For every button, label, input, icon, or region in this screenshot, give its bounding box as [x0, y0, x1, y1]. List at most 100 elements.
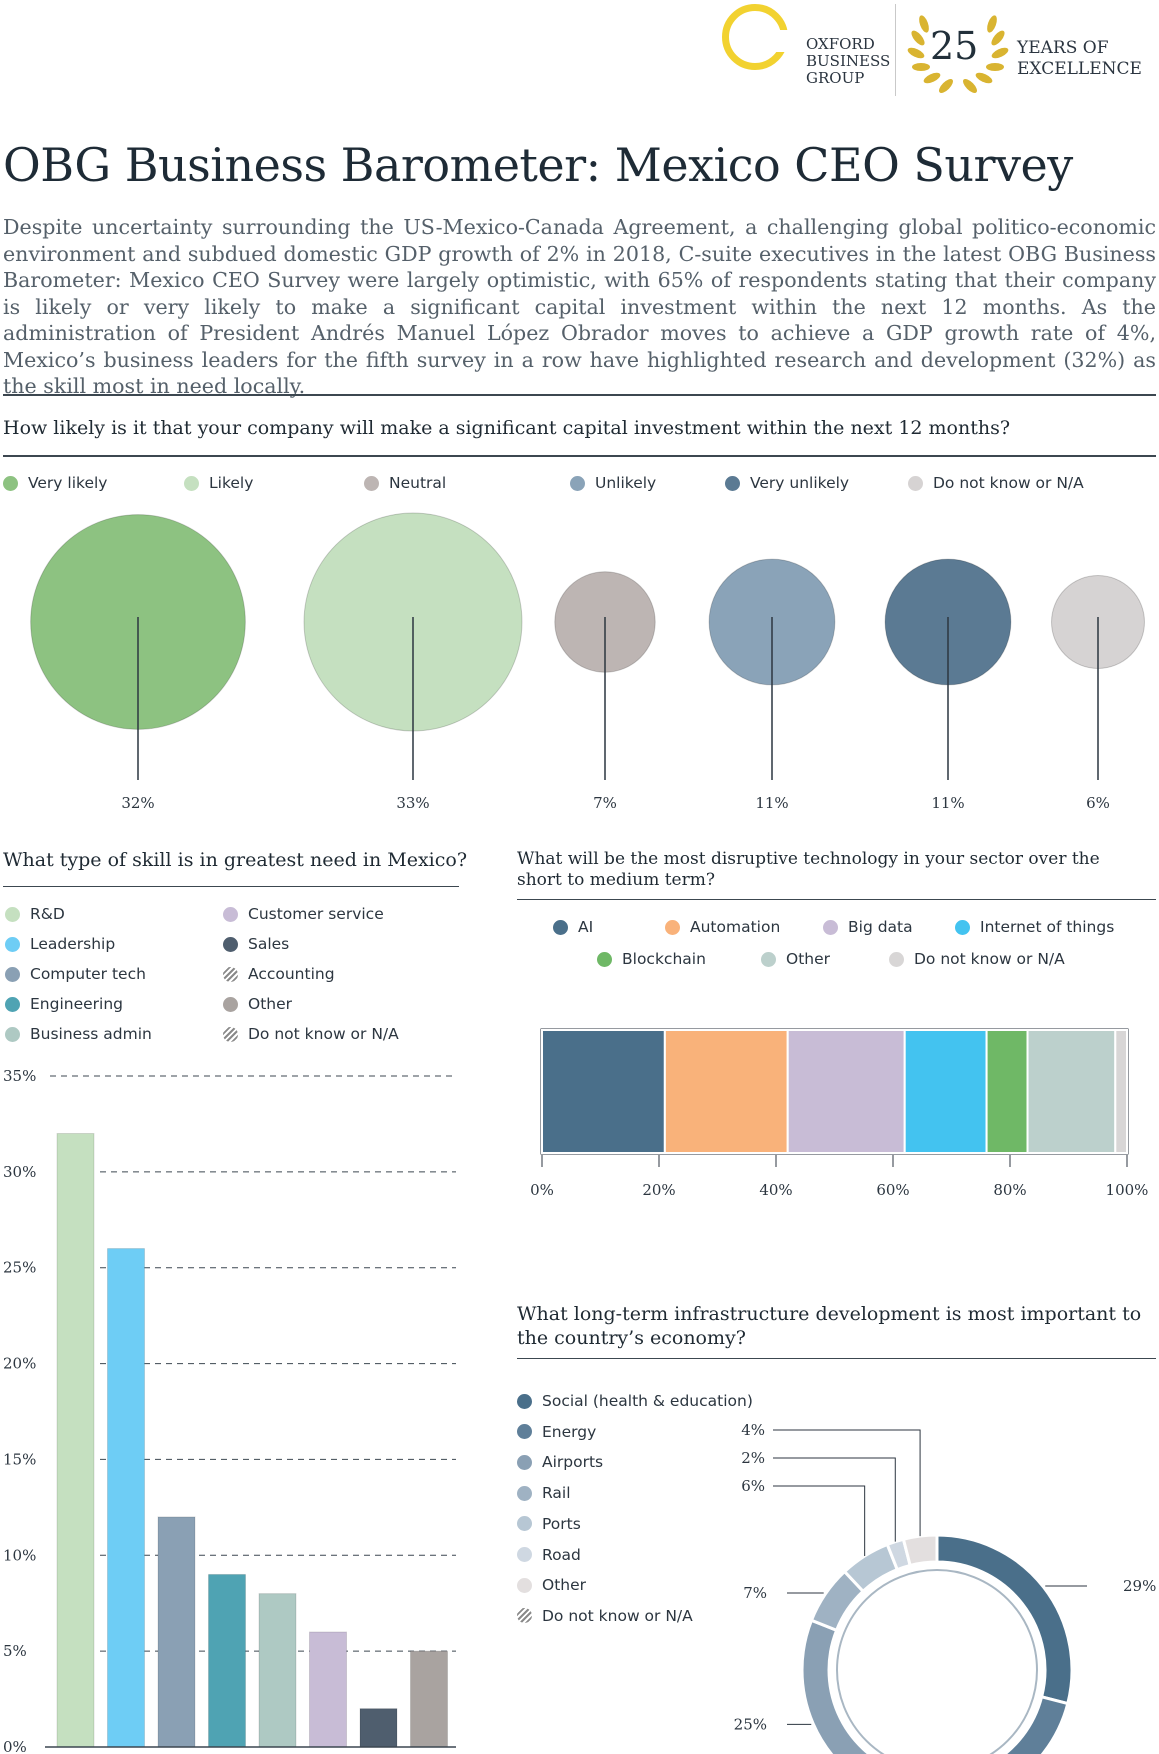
- logo-divider: [895, 4, 896, 96]
- brand-name: OXFORD BUSINESS GROUP: [806, 36, 890, 87]
- legend-label: Very unlikely: [750, 474, 850, 492]
- legend-label: Computer tech: [30, 965, 146, 983]
- chart3-legend-item: AI: [553, 918, 593, 936]
- legend-label: Neutral: [389, 474, 447, 492]
- donut-value-label: 29%: [1123, 1577, 1156, 1595]
- x-tick-label: 80%: [993, 1181, 1026, 1199]
- legend-swatch: [517, 1547, 532, 1562]
- legend-swatch: [517, 1608, 532, 1624]
- y-tick-label: 35%: [3, 1067, 36, 1085]
- chart4-donut-chart: 29%27%25%7%6%2%4%: [734, 1421, 1156, 1754]
- legend-label: Other: [786, 950, 831, 968]
- logo-ring-gap: [776, 30, 798, 52]
- legend-label: Accounting: [248, 965, 335, 983]
- donut-value-label: 25%: [734, 1715, 767, 1733]
- donut-value-label: 2%: [741, 1449, 765, 1467]
- legend-swatch: [553, 919, 568, 935]
- bubble-value-label: 6%: [1086, 794, 1110, 812]
- chart4-legend-item: Other: [517, 1576, 586, 1594]
- chart3-legend-item: Internet of things: [955, 918, 1114, 936]
- years-text: YEARS OF EXCELLENCE: [1017, 38, 1142, 80]
- donut-leader-line: [773, 1457, 896, 1542]
- chart1-legend-item: Do not know or N/A: [908, 474, 1084, 492]
- chart4-legend-item: Rail: [517, 1484, 571, 1502]
- chart4-legend-item: Ports: [517, 1515, 581, 1533]
- chart2-legend-item: Business admin: [5, 1025, 152, 1043]
- bar-engineering: [208, 1573, 246, 1748]
- chart3-question: What will be the most disruptive technol…: [517, 849, 1100, 890]
- bar-other: [410, 1650, 448, 1748]
- brand-line-2: BUSINESS: [806, 52, 891, 70]
- chart4-question: What long-term infrastructure developmen…: [517, 1303, 1142, 1349]
- chart1-rule: [3, 455, 1156, 457]
- legend-label: Other: [542, 1576, 587, 1595]
- donut-value-label: 6%: [741, 1477, 765, 1495]
- segment-blockchain: [985, 1029, 1029, 1154]
- legend-label: Sales: [248, 935, 290, 953]
- legend-label: Blockchain: [622, 950, 706, 968]
- y-tick-label: 15%: [3, 1450, 36, 1468]
- legend-swatch: [570, 475, 585, 491]
- legend-label: Do not know or N/A: [248, 1025, 399, 1043]
- legend-label: Other: [248, 995, 293, 1013]
- legend-label: Do not know or N/A: [542, 1606, 693, 1625]
- chart1-legend-item: Very unlikely: [725, 474, 849, 492]
- chart1-legend-item: Neutral: [364, 474, 446, 492]
- chart3-legend-item: Other: [761, 950, 830, 968]
- chart4-rule: [517, 1358, 1156, 1359]
- legend-label: Leadership: [30, 935, 116, 953]
- chart2-legend-item: Engineering: [5, 995, 123, 1013]
- years-number: 25: [930, 24, 979, 68]
- chart2-legend-item: R&D: [5, 905, 65, 923]
- chart3-legend: AI Automation Big data Internet of things Bl…: [517, 918, 1156, 978]
- donut-slice-1: [935, 1533, 1074, 1706]
- legend-swatch: [908, 475, 923, 491]
- chart1-question: How likely is it that your company will …: [3, 417, 1011, 439]
- legend-label: Likely: [209, 474, 254, 492]
- chart3-legend-item: Do not know or N/A: [889, 950, 1065, 968]
- chart2-legend-item: Leadership: [5, 935, 115, 953]
- chart3-rule: [517, 899, 1156, 900]
- chart4-legend-item: Airports: [517, 1453, 603, 1471]
- legend-label: Airports: [542, 1453, 604, 1472]
- legend-label: Big data: [848, 918, 913, 936]
- chart2-legend: R&D Customer service Leadership Sales Comput…: [3, 905, 459, 1055]
- bar-business-admin: [258, 1593, 297, 1748]
- legend-swatch: [5, 936, 20, 952]
- donut-slice-3: [800, 1618, 872, 1754]
- donut-inner-ring: [836, 1569, 1038, 1754]
- chart3-stacked-bar-chart: 0% 20% 40% 60% 80% 100%: [530, 1028, 1148, 1199]
- chart2-legend-item: Accounting: [223, 965, 335, 983]
- x-tick-label: 60%: [876, 1181, 909, 1199]
- legend-label: Road: [542, 1545, 581, 1564]
- chart3-legend-item: Big data: [823, 918, 913, 936]
- bar-r-d: [56, 1133, 95, 1748]
- bar-computer-tech: [157, 1516, 196, 1748]
- chart4-legend-item: Energy: [517, 1423, 596, 1441]
- legend-swatch: [5, 996, 20, 1012]
- segment-ai: [541, 1029, 666, 1154]
- chart2-legend-item: Customer service: [223, 905, 384, 923]
- chart3-legend-item: Blockchain: [597, 950, 706, 968]
- legend-label: Energy: [542, 1422, 597, 1441]
- legend-swatch: [517, 1454, 532, 1470]
- chart1-legend-item: Unlikely: [570, 474, 656, 492]
- x-tick-label: 0%: [530, 1181, 554, 1199]
- bubble-value-label: 33%: [396, 794, 429, 812]
- legend-label: Very likely: [28, 474, 108, 492]
- legend-label: AI: [578, 918, 594, 936]
- chart4-legend-item: Road: [517, 1546, 581, 1564]
- legend-label: Ports: [542, 1514, 581, 1533]
- x-tick-label: 40%: [759, 1181, 792, 1199]
- laurel-wreath-icon: [907, 15, 1009, 93]
- chart3-legend-item: Automation: [665, 918, 780, 936]
- legend-swatch: [517, 1485, 532, 1501]
- legend-swatch: [597, 951, 612, 967]
- legend-label: Do not know or N/A: [933, 474, 1084, 492]
- bubble-value-label: 11%: [755, 794, 788, 812]
- chart4-legend-item: Do not know or N/A: [517, 1607, 693, 1625]
- chart2-bar-chart: 35% 30% 25% 20% 15% 10% 5% 0%: [3, 1067, 456, 1754]
- legend-label: Do not know or N/A: [914, 950, 1065, 968]
- legend-label: Customer service: [248, 905, 384, 923]
- brand-line-3: GROUP: [806, 69, 865, 87]
